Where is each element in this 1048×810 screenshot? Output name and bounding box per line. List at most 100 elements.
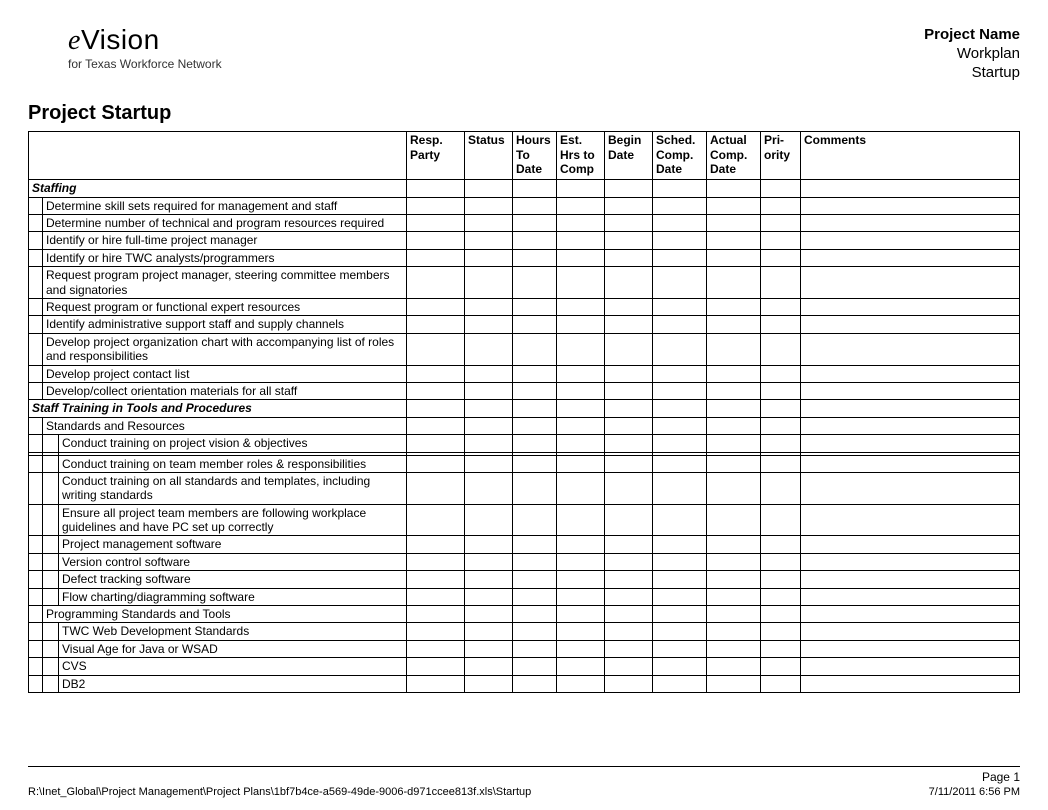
data-cell [653,536,707,553]
data-cell [653,180,707,197]
data-cell [761,571,801,588]
indent-cell [43,623,59,640]
col-header-status: Status [465,132,513,180]
data-cell [653,382,707,399]
table-row: Visual Age for Java or WSAD [29,640,1020,657]
data-cell [653,658,707,675]
data-cell [605,571,653,588]
data-cell [605,333,653,365]
data-cell [557,623,605,640]
page-footer: Page 1 R:\Inet_Global\Project Management… [28,766,1020,798]
table-row: Standards and Resources [29,417,1020,434]
task-cell: Defect tracking software [59,571,407,588]
data-cell [407,640,465,657]
data-cell [707,417,761,434]
brand-subtitle: for Texas Workforce Network [68,57,222,71]
data-cell [707,249,761,266]
data-cell [801,197,1020,214]
data-cell [407,658,465,675]
data-cell [407,267,465,299]
data-cell [407,197,465,214]
indent-cell [43,571,59,588]
data-cell [407,232,465,249]
data-cell [557,267,605,299]
table-row: Conduct training on project vision & obj… [29,435,1020,452]
table-row: Defect tracking software [29,571,1020,588]
data-cell [707,333,761,365]
data-cell [605,640,653,657]
data-cell [407,536,465,553]
task-cell: Request program or functional expert res… [43,298,407,315]
data-cell [605,197,653,214]
data-cell [407,553,465,570]
data-cell [605,435,653,452]
indent-cell [29,232,43,249]
project-meta-line2: Startup [924,64,1020,83]
data-cell [761,298,801,315]
indent-cell [29,333,43,365]
task-cell: Project management software [59,536,407,553]
data-cell [465,504,513,536]
indent-cell [29,553,43,570]
data-cell [465,417,513,434]
table-row: Project management software [29,536,1020,553]
data-cell [513,571,557,588]
data-cell [761,180,801,197]
data-cell [761,553,801,570]
task-cell: Conduct training on team member roles & … [59,455,407,472]
task-cell: Version control software [59,553,407,570]
data-cell [761,472,801,504]
indent-cell [29,316,43,333]
indent-cell [29,472,43,504]
task-cell: Conduct training on project vision & obj… [59,435,407,452]
data-cell [465,215,513,232]
footer-timestamp: 7/11/2011 6:56 PM [929,786,1020,798]
data-cell [605,588,653,605]
data-cell [605,536,653,553]
data-cell [557,504,605,536]
task-cell: Develop/collect orientation materials fo… [43,382,407,399]
data-cell [801,640,1020,657]
data-cell [465,249,513,266]
data-cell [513,417,557,434]
data-cell [605,658,653,675]
table-row: Determine number of technical and progra… [29,215,1020,232]
data-cell [407,472,465,504]
data-cell [707,197,761,214]
data-cell [605,180,653,197]
data-cell [557,197,605,214]
data-cell [653,504,707,536]
table-row: Flow charting/diagramming software [29,588,1020,605]
col-header-priority: Pri-ority [761,132,801,180]
col-header-begin-date: Begin Date [605,132,653,180]
data-cell [605,316,653,333]
data-cell [557,365,605,382]
data-cell [707,267,761,299]
data-cell [407,180,465,197]
indent-cell [29,382,43,399]
data-cell [801,553,1020,570]
data-cell [465,472,513,504]
data-cell [801,472,1020,504]
task-cell: Conduct training on all standards and te… [59,472,407,504]
table-header: Resp. Party Status Hours To Date Est. Hr… [29,132,1020,180]
indent-cell [29,640,43,657]
indent-cell [43,553,59,570]
data-cell [707,316,761,333]
data-cell [653,215,707,232]
data-cell [653,571,707,588]
data-cell [605,606,653,623]
data-cell [605,232,653,249]
data-cell [761,232,801,249]
data-cell [557,658,605,675]
data-cell [513,249,557,266]
data-cell [707,472,761,504]
data-cell [513,232,557,249]
task-cell: Request program project manager, steerin… [43,267,407,299]
data-cell [801,316,1020,333]
data-cell [801,417,1020,434]
indent-cell [29,504,43,536]
project-meta-line1: Workplan [924,45,1020,64]
data-cell [557,640,605,657]
data-cell [801,298,1020,315]
